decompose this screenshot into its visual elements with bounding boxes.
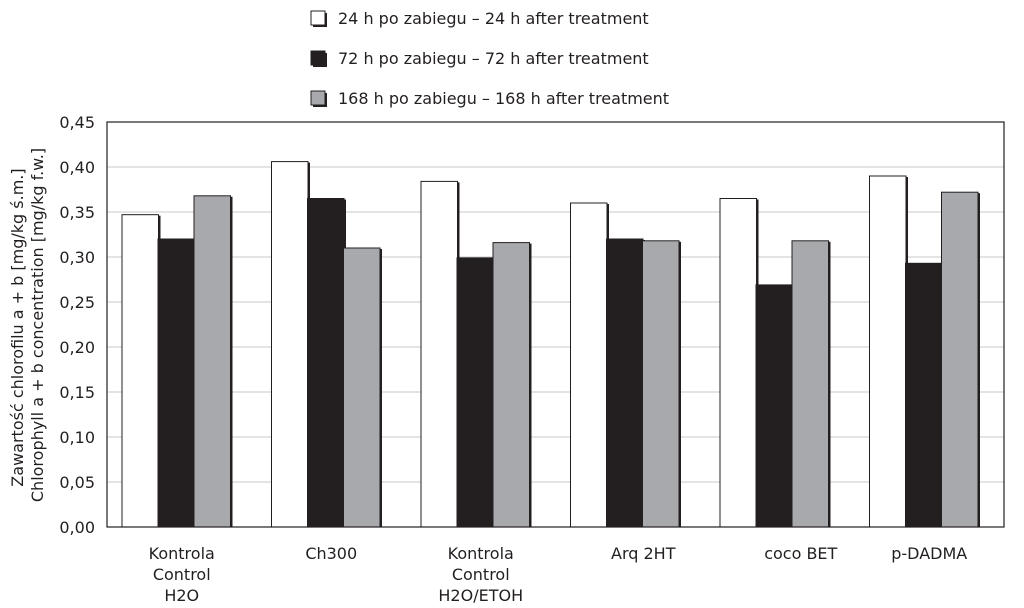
- y-axis-label-line-2: Chlorophyll a + b concentration [mg/kg f…: [28, 148, 47, 502]
- bar: [642, 240, 680, 528]
- y-axis-label: Zawartość chlorofilu a + b [mg/kg ś.m.] …: [8, 148, 47, 502]
- legend: 24 h po zabiegu – 24 h after treatment 72…: [310, 9, 669, 108]
- y-axis-ticks: 0,00 0,05 0,10 0,15 0,20 0,25 0,30 0,35 0,40 0,45: [59, 113, 95, 537]
- y-tick-label: 0,25: [59, 293, 95, 312]
- legend-swatch: [310, 50, 326, 66]
- bar: [271, 161, 309, 528]
- bar: [121, 214, 159, 528]
- y-tick-label: 0,30: [59, 248, 95, 267]
- bar: [869, 175, 907, 528]
- x-tick-label: p-DADMA: [891, 544, 967, 563]
- y-tick-label: 0,15: [59, 383, 95, 402]
- bar: [606, 238, 644, 528]
- legend-label: 72 h po zabiegu – 72 h after treatment: [338, 49, 649, 68]
- bar: [570, 202, 608, 528]
- x-tick-label: Arq 2HT: [611, 544, 676, 563]
- bar: [905, 262, 943, 528]
- legend-swatch: [310, 90, 326, 106]
- y-tick-label: 0,35: [59, 203, 95, 222]
- y-tick-label: 0,40: [59, 158, 95, 177]
- legend-swatch: [310, 10, 326, 26]
- bar: [755, 284, 793, 528]
- y-tick-label: 0,05: [59, 473, 95, 492]
- y-tick-label: 0,45: [59, 113, 95, 132]
- x-axis-labels: Kontrola Control H2O Ch300 Kontrola Control H2…: [149, 544, 968, 605]
- x-tick-label: Kontrola Control H2O/ETOH: [438, 544, 523, 605]
- bar: [791, 240, 829, 528]
- gridlines: [107, 166, 1004, 483]
- bar: [193, 195, 231, 528]
- x-tick-label: coco BET: [764, 544, 837, 563]
- x-tick-label: Kontrola Control H2O: [149, 544, 215, 605]
- legend-label: 168 h po zabiegu – 168 h after treatment: [338, 89, 669, 108]
- bar: [157, 238, 195, 528]
- bar: [492, 242, 530, 528]
- y-tick-label: 0,00: [59, 518, 95, 537]
- bar: [941, 191, 979, 528]
- bar: [420, 180, 458, 528]
- bar: [307, 198, 345, 528]
- bar: [343, 247, 381, 528]
- plot-frame: [106, 121, 1005, 528]
- bars: [121, 161, 980, 528]
- legend-label: 24 h po zabiegu – 24 h after treatment: [338, 9, 649, 28]
- y-tick-label: 0,20: [59, 338, 95, 357]
- bar: [719, 198, 757, 528]
- bar: [456, 257, 494, 528]
- y-tick-label: 0,10: [59, 428, 95, 447]
- y-axis-label-line-1: Zawartość chlorofilu a + b [mg/kg ś.m.]: [8, 168, 27, 486]
- x-tick-label: Ch300: [305, 544, 357, 563]
